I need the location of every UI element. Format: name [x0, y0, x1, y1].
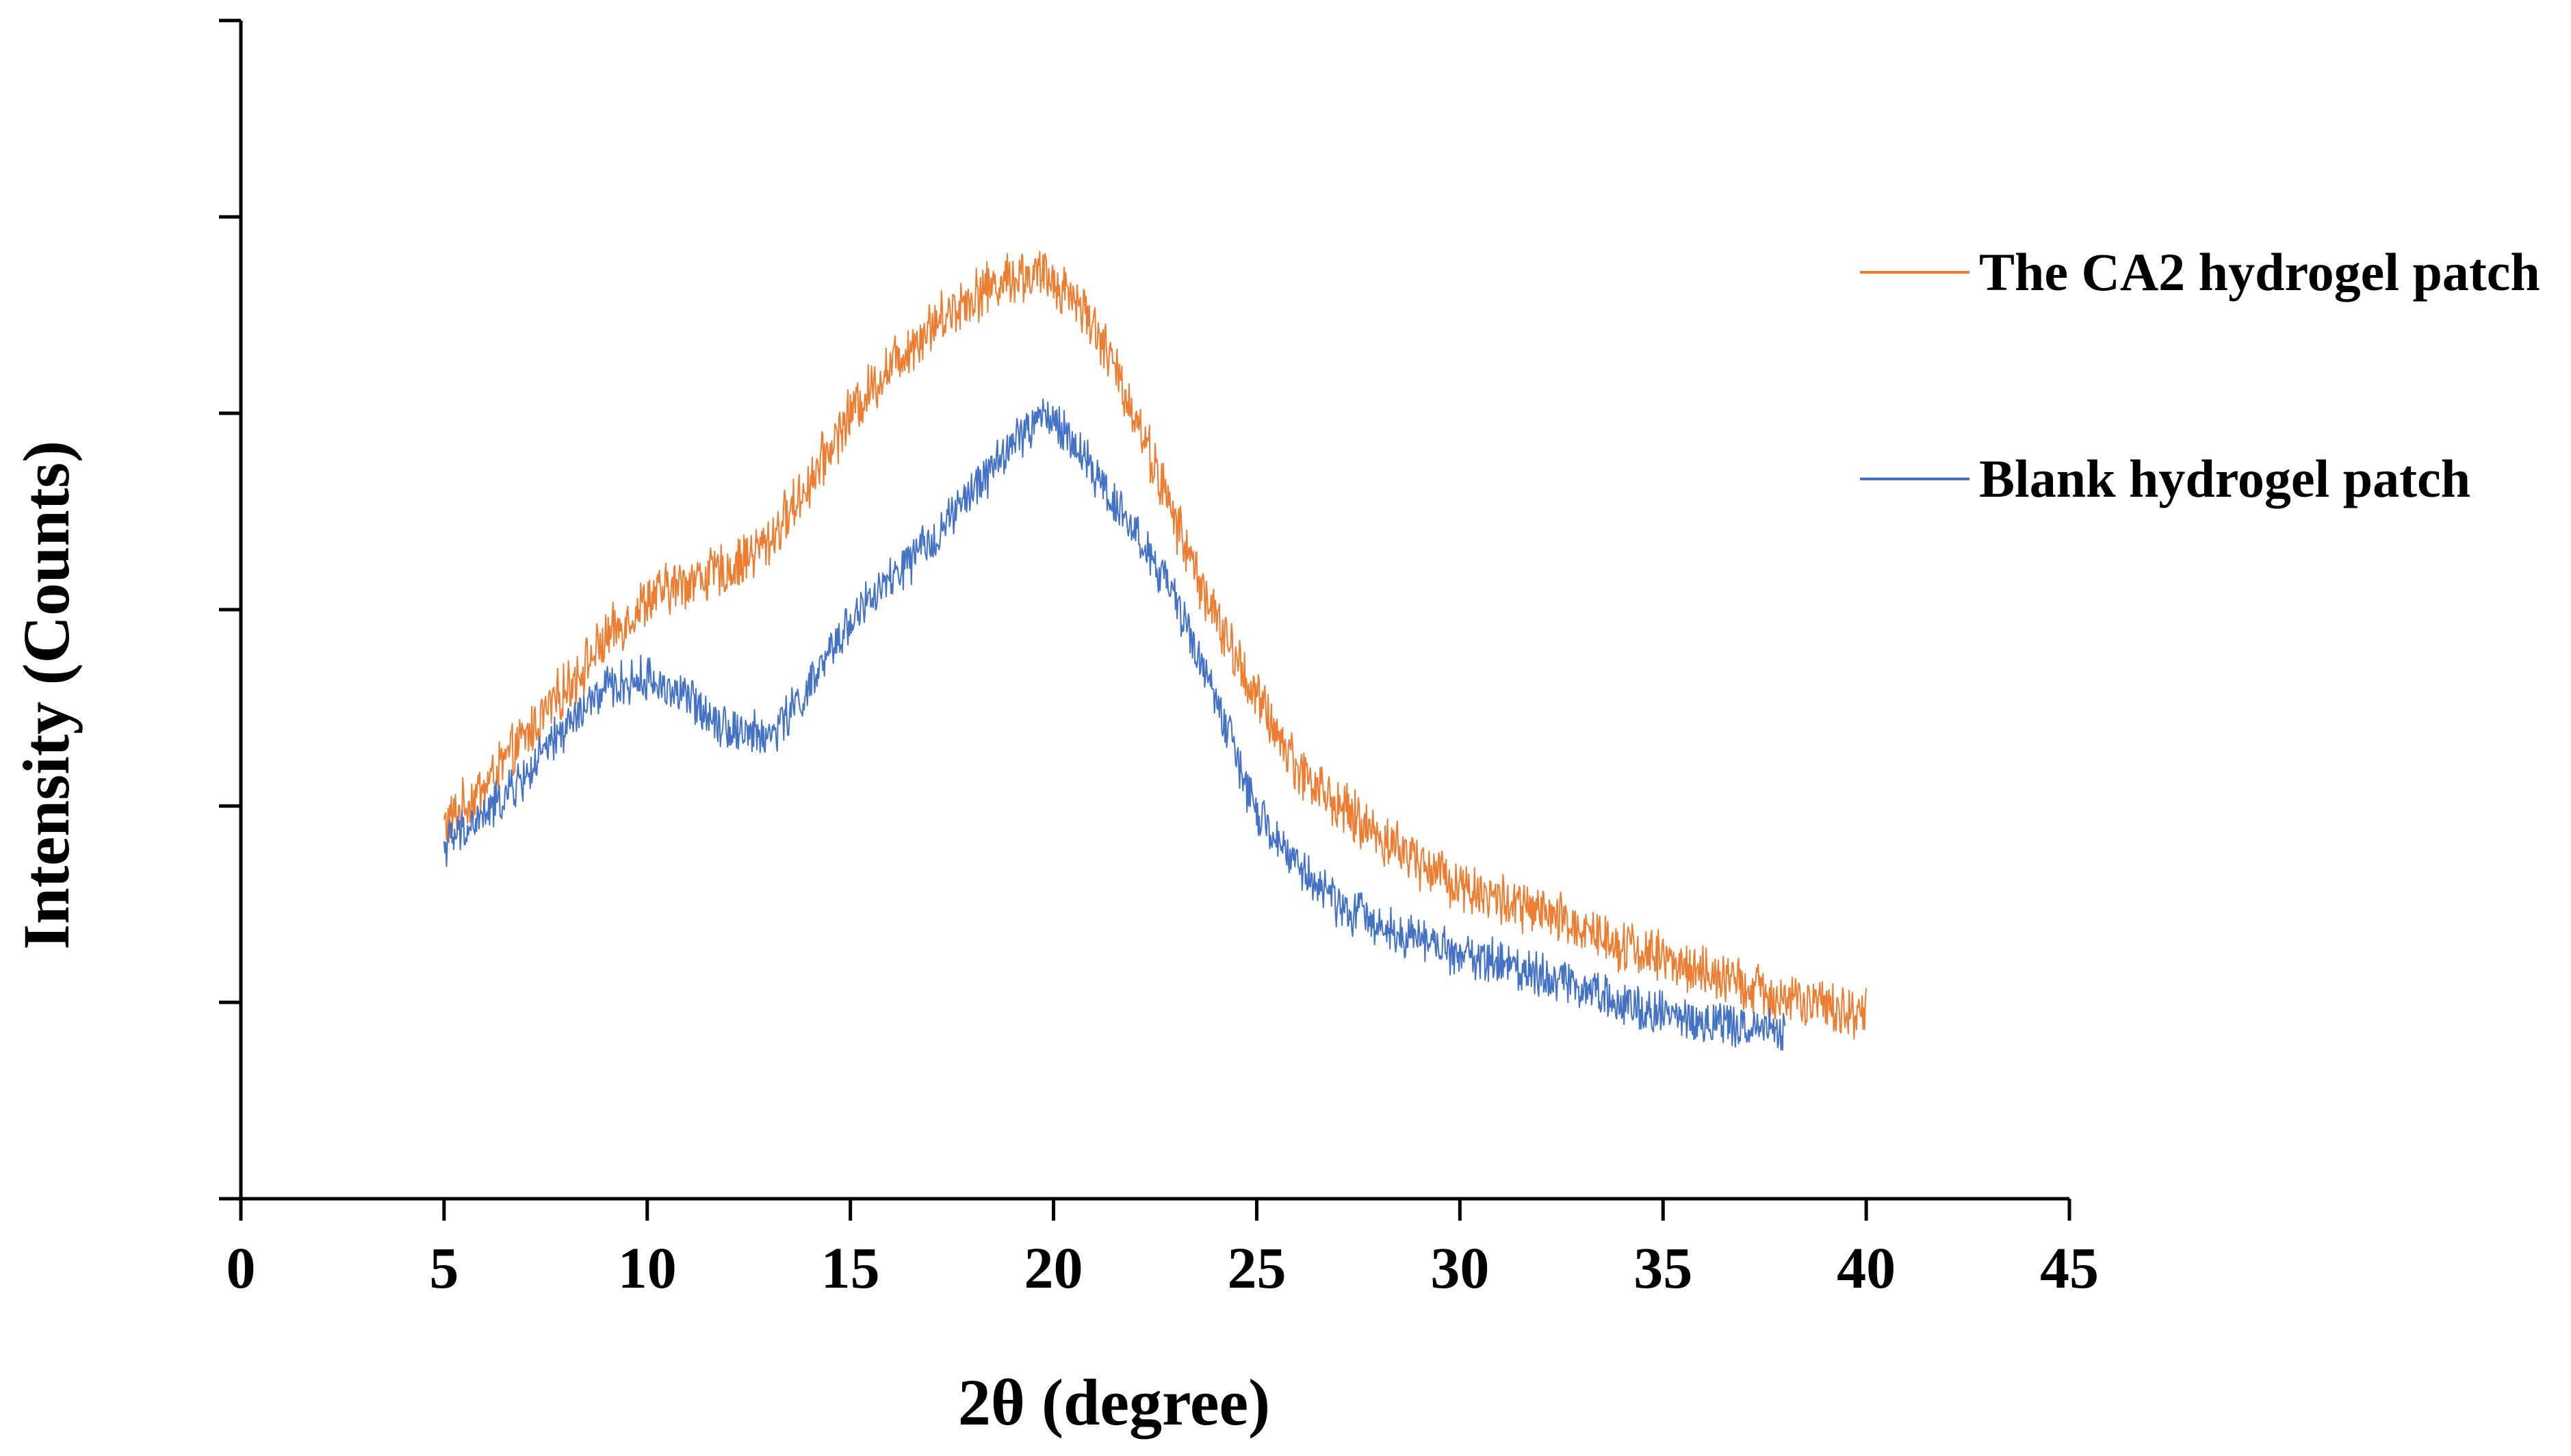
ca2-series-line — [443, 250, 1868, 1040]
x-tick-label-0: 0 — [227, 1235, 256, 1301]
x-tick-label-1: 5 — [429, 1235, 458, 1301]
x-tick-label-7: 35 — [1633, 1235, 1692, 1301]
x-tick-label-3: 15 — [821, 1235, 880, 1301]
x-axis-title: 2θ (degree) — [958, 1366, 1270, 1439]
legend-label-ca2: The CA2 hydrogel patch — [1979, 242, 2540, 302]
ticks-layer: 0 5 10 15 20 25 30 35 40 45 — [219, 18, 2099, 1301]
x-tick-label-8: 40 — [1837, 1235, 1896, 1301]
axes-layer — [239, 21, 2069, 1201]
blank-series-line — [443, 398, 1786, 1051]
y-axis-title: Intensity (Counts) — [10, 441, 83, 950]
series-layer — [443, 250, 1868, 1051]
x-tick-label-9: 45 — [2040, 1235, 2099, 1301]
legend: The CA2 hydrogel patch Blank hydrogel pa… — [1860, 242, 2540, 508]
x-tick-label-2: 10 — [618, 1235, 677, 1301]
legend-label-blank: Blank hydrogel patch — [1979, 449, 2470, 508]
x-tick-label-4: 20 — [1024, 1235, 1083, 1301]
x-tick-label-5: 25 — [1227, 1235, 1286, 1301]
x-tick-label-6: 30 — [1430, 1235, 1489, 1301]
